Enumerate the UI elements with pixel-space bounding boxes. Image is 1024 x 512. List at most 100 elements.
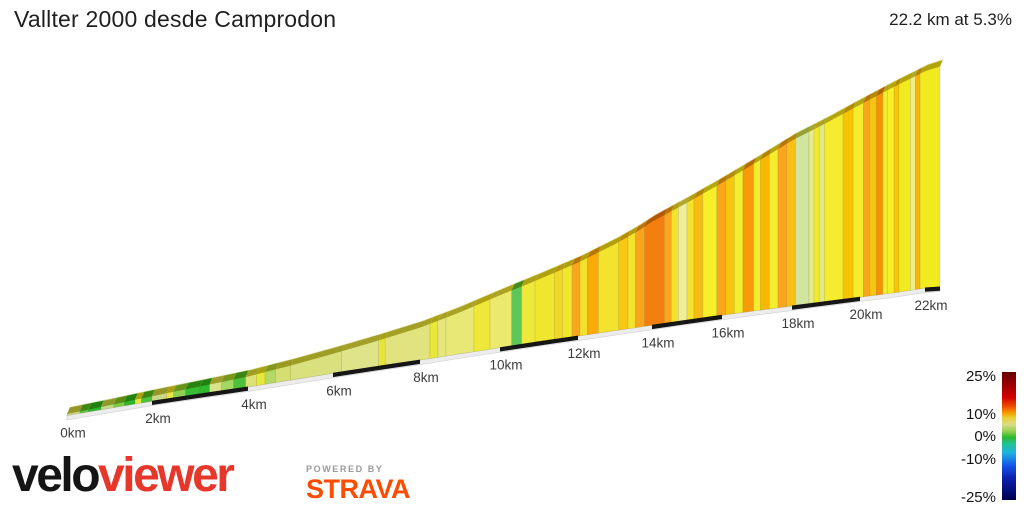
gradient-band bbox=[914, 72, 921, 290]
road-surface bbox=[894, 77, 902, 87]
gradient-legend-bar bbox=[1002, 372, 1016, 500]
road-surface bbox=[824, 106, 846, 124]
veloviewer-logo: veloviewer bbox=[12, 449, 235, 502]
road-surface bbox=[290, 344, 345, 366]
gradient-band bbox=[702, 184, 718, 319]
x-axis-label: 0km bbox=[60, 426, 86, 441]
road-surface bbox=[882, 83, 891, 93]
gradient-band bbox=[677, 201, 688, 322]
x-axis-label: 10km bbox=[489, 358, 522, 373]
road-surface bbox=[88, 400, 104, 410]
road-surface bbox=[166, 384, 177, 394]
road-surface bbox=[438, 310, 449, 321]
road-surface bbox=[694, 186, 706, 199]
gradient-band bbox=[534, 271, 555, 343]
gradient-band bbox=[768, 148, 779, 310]
road-surface bbox=[753, 152, 764, 165]
page-title: Vallter 2000 desde Camprodon bbox=[14, 6, 337, 32]
gradient-band bbox=[760, 153, 770, 311]
road-surface bbox=[725, 168, 738, 181]
road-surface bbox=[587, 245, 602, 258]
legend-tick-label: 0% bbox=[974, 428, 996, 445]
gradient-band bbox=[579, 257, 588, 337]
x-axis-label: 16km bbox=[711, 325, 744, 340]
gradient-band bbox=[875, 91, 884, 296]
x-axis-label: 6km bbox=[326, 383, 352, 398]
road-surface bbox=[618, 229, 631, 242]
gradient-band bbox=[686, 197, 695, 321]
axis-distance-bar bbox=[792, 296, 860, 310]
road-surface bbox=[256, 365, 268, 375]
gradient-band bbox=[808, 128, 815, 305]
gradient-band bbox=[562, 264, 573, 339]
road-surface bbox=[786, 131, 799, 144]
gradient-band bbox=[898, 77, 911, 293]
road-surface bbox=[265, 362, 279, 373]
road-surface bbox=[795, 124, 812, 139]
road-surface bbox=[769, 142, 781, 155]
road-surface bbox=[385, 316, 433, 339]
gradient-band bbox=[521, 279, 536, 345]
x-axis-label: 12km bbox=[567, 346, 600, 361]
road-surface bbox=[152, 386, 170, 397]
x-axis-label: 14km bbox=[641, 335, 674, 350]
road-surface bbox=[814, 119, 823, 130]
road-surface bbox=[843, 101, 857, 114]
gradient-band bbox=[644, 214, 665, 327]
gradient-band bbox=[786, 137, 796, 308]
veloviewer-logo-viewer: viewer bbox=[98, 449, 235, 502]
road-surface bbox=[521, 273, 539, 287]
road-surface bbox=[474, 292, 493, 307]
road-surface bbox=[535, 265, 558, 281]
powered-by-label: POWERED BY bbox=[306, 464, 384, 474]
road-surface bbox=[185, 379, 203, 390]
gradient-band bbox=[378, 337, 386, 367]
gradient-band bbox=[733, 169, 744, 314]
road-surface bbox=[809, 122, 818, 132]
gradient-band bbox=[862, 98, 871, 298]
gradient-band bbox=[893, 83, 900, 294]
road-surface bbox=[716, 173, 729, 186]
road-surface bbox=[869, 89, 880, 100]
road-surface bbox=[135, 391, 145, 400]
x-axis-label: 8km bbox=[413, 370, 439, 385]
gradient-band bbox=[618, 235, 629, 331]
gradient-band bbox=[910, 75, 916, 291]
gradient-band bbox=[842, 107, 854, 300]
road-surface bbox=[101, 397, 117, 407]
legend-tick-label: 10% bbox=[965, 406, 996, 423]
road-surface bbox=[275, 358, 294, 370]
road-surface bbox=[899, 71, 914, 85]
road-surface bbox=[687, 191, 697, 203]
road-surface bbox=[760, 147, 773, 160]
gradient-band bbox=[429, 319, 439, 359]
road-surface bbox=[635, 219, 648, 233]
gradient-band bbox=[795, 130, 810, 306]
gradient-band bbox=[869, 95, 877, 297]
strava-logo: STRAVA bbox=[306, 474, 411, 504]
road-surface bbox=[887, 79, 898, 91]
road-surface bbox=[778, 136, 790, 150]
gradient-band bbox=[598, 240, 620, 334]
strava-attribution: POWERED BY STRAVA bbox=[306, 464, 411, 504]
road-surface bbox=[915, 66, 924, 77]
road-surface bbox=[876, 85, 886, 97]
axis-distance-bar bbox=[152, 386, 248, 405]
gradient-band bbox=[818, 123, 825, 303]
x-axis-label: 20km bbox=[849, 307, 882, 322]
road-surface bbox=[628, 225, 639, 237]
x-axis-label: 2km bbox=[145, 411, 171, 426]
road-surface bbox=[734, 163, 746, 176]
road-surface bbox=[920, 59, 943, 74]
road-surface bbox=[554, 262, 566, 273]
axis-distance-bar bbox=[500, 335, 578, 352]
ridge-highlight bbox=[69, 58, 944, 408]
road-surface bbox=[341, 333, 382, 352]
x-axis-label: 4km bbox=[241, 397, 267, 412]
road-surface bbox=[664, 204, 675, 216]
gradient-band bbox=[554, 268, 563, 340]
road-surface bbox=[671, 200, 682, 212]
gradient-band bbox=[887, 85, 895, 294]
gradient-band bbox=[852, 102, 864, 299]
